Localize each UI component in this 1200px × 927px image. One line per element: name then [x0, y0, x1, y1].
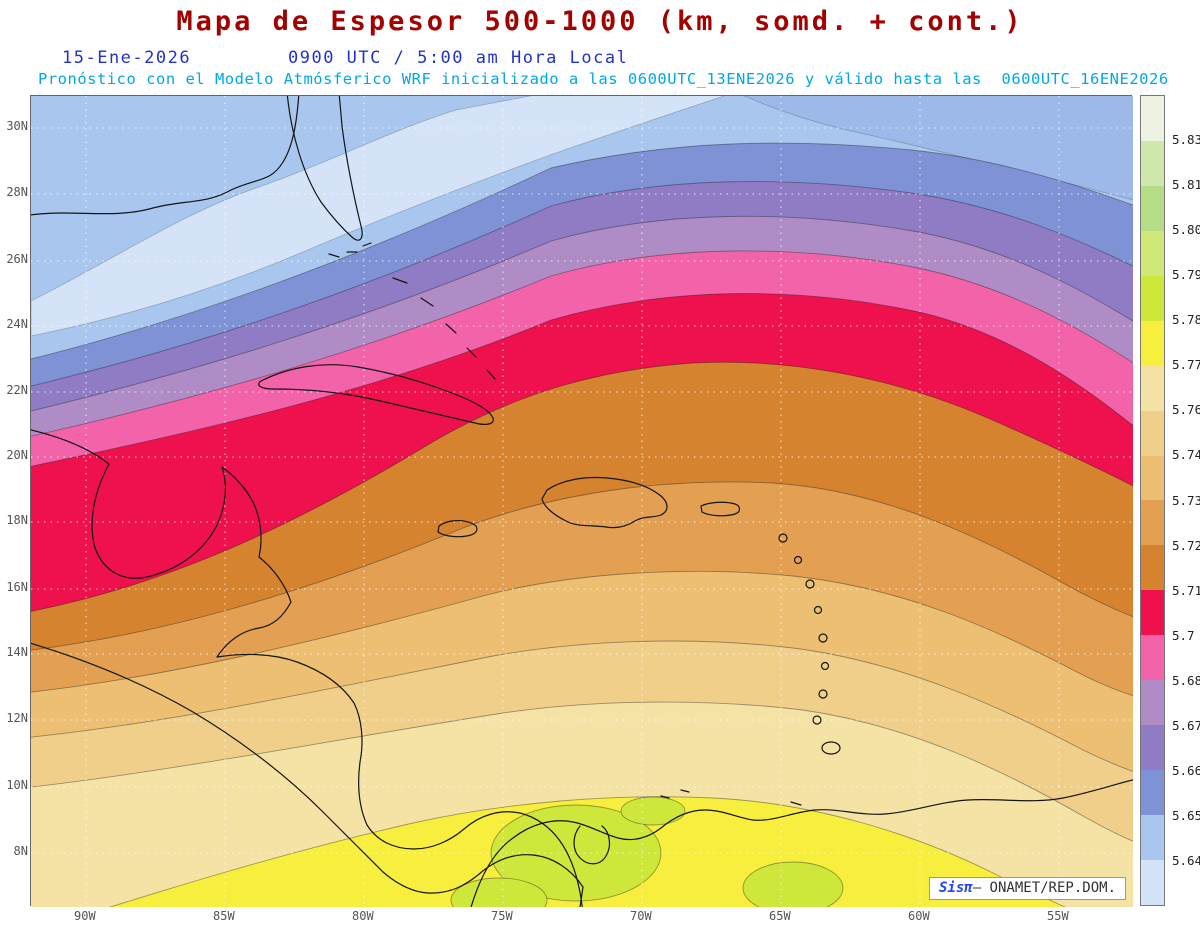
colorbar-label: 5.676	[1172, 718, 1200, 733]
thickness-bands	[31, 142, 1133, 907]
lon-label: 80W	[352, 909, 374, 923]
lat-label: 30N	[6, 119, 28, 133]
coast-south-america	[470, 779, 1133, 907]
coast-trinidad	[821, 741, 841, 755]
colorbar-label: 5.819	[1172, 177, 1200, 192]
attribution-text: – ONAMET/REP.DOM.	[972, 880, 1116, 896]
valid-date-label: 15-Ene-2026	[62, 48, 192, 68]
valid-time-label: 0900 UTC / 5:00 am Hora Local	[288, 48, 629, 68]
coast-lesser-antilles-island	[778, 533, 788, 543]
colorbar-cell	[1141, 185, 1164, 231]
colorbar-label: 5.664	[1172, 763, 1200, 778]
coast-lesser-antilles-island	[793, 555, 803, 565]
coast-lake-maracaibo	[573, 825, 611, 865]
coast-cuba	[258, 364, 494, 425]
colorbar-label: 5.807	[1172, 222, 1200, 237]
lat-label: 10N	[6, 778, 28, 792]
map-plot-area: Sisπ– ONAMET/REP.DOM.	[30, 95, 1133, 907]
forecast-model-note: Pronóstico con el Modelo Atmósferico WRF…	[38, 70, 1169, 88]
coast-lesser-antilles-island	[805, 579, 815, 589]
lon-label: 90W	[74, 909, 96, 923]
colorbar-cell	[1141, 725, 1164, 771]
colorbar-label: 5.688	[1172, 673, 1200, 688]
colorbar-label: 5.76	[1172, 402, 1200, 417]
attribution-badge: Sisπ– ONAMET/REP.DOM.	[928, 877, 1126, 900]
coast-small-islands	[660, 789, 802, 806]
colorbar-cell	[1141, 320, 1164, 366]
coast-gulf-of-mexico	[31, 96, 300, 216]
band-palest-blue-trough	[31, 96, 726, 337]
colorbar-cell	[1141, 635, 1164, 681]
coast-lesser-antilles-island	[820, 661, 830, 671]
thickness-map-canvas	[31, 96, 1133, 907]
lon-label: 70W	[630, 909, 652, 923]
colorbar-cell	[1141, 815, 1164, 860]
lon-label: 55W	[1047, 909, 1069, 923]
attribution-brand: Sisπ	[938, 880, 973, 896]
lat-label: 28N	[6, 185, 28, 199]
band-yellow-green-patch	[620, 796, 686, 826]
colorbar-label: 5.783	[1172, 312, 1200, 327]
colorbar-label: 5.736	[1172, 493, 1200, 508]
lat-label: 26N	[6, 252, 28, 266]
coast-hispaniola	[541, 476, 668, 529]
colorbar-label: 5.64	[1172, 853, 1200, 868]
colorbar-cell	[1141, 96, 1164, 141]
colorbar-label: 5.712	[1172, 583, 1200, 598]
colorbar-cell	[1141, 455, 1164, 501]
coast-lesser-antilles-island	[818, 689, 828, 699]
coast-pacific-central-america	[31, 642, 584, 907]
coast-lesser-antilles-island	[818, 633, 828, 643]
lat-label: 16N	[6, 580, 28, 594]
colorbar-label: 5.652	[1172, 808, 1200, 823]
colorbar	[1140, 95, 1165, 906]
colorbar-cell	[1141, 230, 1164, 276]
lon-label: 75W	[491, 909, 513, 923]
colorbar-cell	[1141, 859, 1164, 905]
colorbar-cell	[1141, 410, 1164, 456]
lat-label: 24N	[6, 317, 28, 331]
colorbar-cell	[1141, 545, 1164, 591]
coast-lesser-antilles-island	[813, 605, 823, 615]
colorbar-label: 5.831	[1172, 132, 1200, 147]
lon-label: 65W	[769, 909, 791, 923]
colorbar-label: 5.724	[1172, 538, 1200, 553]
lat-label: 20N	[6, 448, 28, 462]
colorbar-label: 5.795	[1172, 267, 1200, 282]
lat-label: 22N	[6, 383, 28, 397]
lat-label: 12N	[6, 711, 28, 725]
colorbar-cell	[1141, 365, 1164, 411]
coast-yucatan-central-america	[31, 429, 583, 907]
lat-label: 18N	[6, 513, 28, 527]
coast-lesser-antilles-island	[812, 715, 822, 725]
lon-label: 85W	[213, 909, 235, 923]
band-yellow-green-patch	[742, 861, 844, 907]
colorbar-cell	[1141, 275, 1164, 321]
colorbar-cell	[1141, 140, 1164, 186]
coastlines	[31, 96, 1133, 907]
colorbar-label: 5.748	[1172, 447, 1200, 462]
lon-label: 60W	[908, 909, 930, 923]
coast-puerto-rico	[700, 501, 741, 517]
colorbar-label: 5.7	[1172, 628, 1195, 643]
lat-label: 14N	[6, 645, 28, 659]
colorbar-cell	[1141, 680, 1164, 726]
colorbar-cell	[1141, 500, 1164, 546]
colorbar-label: 5.772	[1172, 357, 1200, 372]
page-title: Mapa de Espesor 500-1000 (km, somd. + co…	[176, 6, 1024, 37]
colorbar-cell	[1141, 770, 1164, 815]
coast-jamaica	[437, 520, 478, 538]
coast-florida-keys	[328, 242, 372, 258]
coast-florida	[286, 96, 363, 241]
lat-label: 8N	[13, 844, 28, 858]
band-yellow-green-patch	[450, 877, 548, 907]
coast-bahamas	[392, 277, 496, 380]
colorbar-cell	[1141, 590, 1164, 636]
